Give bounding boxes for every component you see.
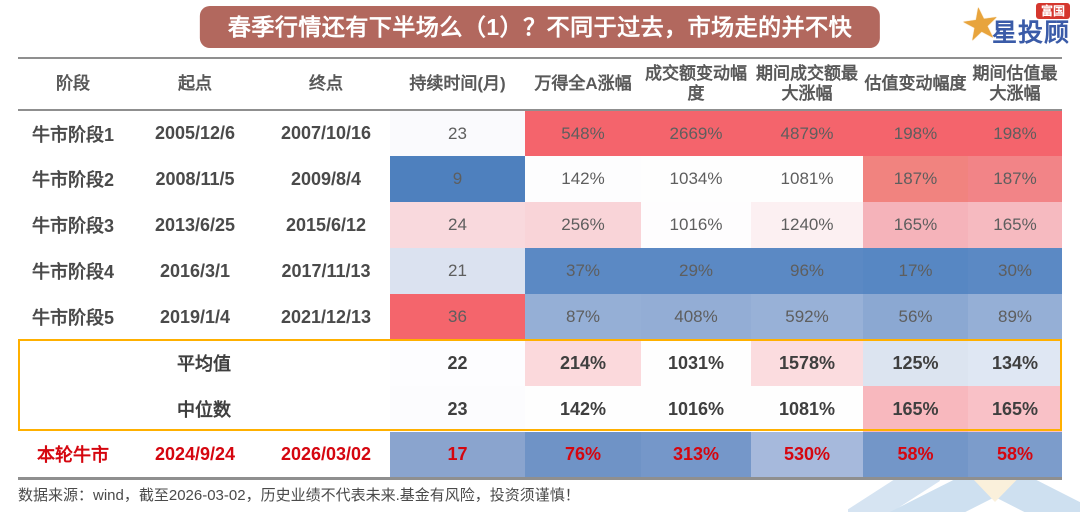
table-cell: 87% (525, 294, 641, 340)
bull-market-table: 阶段 起点 终点 持续时间(月) 万得全A涨幅 成交额变动幅度 期间成交额最大涨… (18, 57, 1062, 480)
table-cell: 37% (525, 248, 641, 294)
table-cell: 中位数 (18, 386, 390, 432)
table-cell: 牛市阶段3 (18, 202, 128, 248)
table-cell: 牛市阶段2 (18, 156, 128, 202)
star-icon: ★ (957, 0, 1004, 52)
table-cell: 125% (863, 340, 968, 386)
col-header-end: 终点 (262, 57, 390, 111)
col-header-stage: 阶段 (18, 57, 128, 111)
table-cell: 1034% (641, 156, 751, 202)
brand-name-label: 星投顾 (991, 19, 1070, 47)
table-cell: 58% (968, 432, 1062, 480)
table-row: 牛市阶段3 2013/6/25 2015/6/12 24 256% 1016% 1240% 1… (18, 202, 1062, 248)
table-cell: 平均值 (18, 340, 390, 386)
table-cell: 2021/12/13 (262, 294, 390, 340)
table-cell: 1016% (641, 386, 751, 432)
table-cell: 2017/11/13 (262, 248, 390, 294)
table-cell: 1578% (751, 340, 863, 386)
table-cell: 142% (525, 386, 641, 432)
table-cell: 9 (390, 156, 525, 202)
table-cell: 165% (863, 202, 968, 248)
table-cell: 30% (968, 248, 1062, 294)
table-cell: 21 (390, 248, 525, 294)
table-cell: 2669% (641, 110, 751, 156)
bull-market-table-wrap: 阶段 起点 终点 持续时间(月) 万得全A涨幅 成交额变动幅度 期间成交额最大涨… (18, 57, 1062, 480)
table-cell: 530% (751, 432, 863, 480)
table-cell: 187% (863, 156, 968, 202)
table-cell: 2005/12/6 (128, 110, 262, 156)
table-cell: 2008/11/5 (128, 156, 262, 202)
table-cell: 313% (641, 432, 751, 480)
brand-logo: ★ 富国 星投顾 (957, 0, 1070, 52)
col-header-duration: 持续时间(月) (390, 57, 525, 111)
table-cell: 1081% (751, 156, 863, 202)
table-cell: 89% (968, 294, 1062, 340)
table-cell: 牛市阶段5 (18, 294, 128, 340)
table-cell: 22 (390, 340, 525, 386)
table-cell: 2026/03/02 (262, 432, 390, 480)
table-cell: 76% (525, 432, 641, 480)
table-cell: 142% (525, 156, 641, 202)
table-cell: 29% (641, 248, 751, 294)
table-row: 平均值 22 214% 1031% 1578% 125% 134% (18, 340, 1062, 386)
table-body: 牛市阶段1 2005/12/6 2007/10/16 23 548% 2669% 4879%… (18, 110, 1062, 480)
table-cell: 23 (390, 386, 525, 432)
table-cell: 165% (968, 202, 1062, 248)
table-row: 中位数 23 142% 1016% 1081% 165% 165% (18, 386, 1062, 432)
table-cell: 165% (863, 386, 968, 432)
table-row: 牛市阶段2 2008/11/5 2009/8/4 9 142% 1034% 1081% 187… (18, 156, 1062, 202)
table-row: 牛市阶段5 2019/1/4 2021/12/13 36 87% 408% 592% 56% 8… (18, 294, 1062, 340)
table-cell: 24 (390, 202, 525, 248)
table-cell: 2007/10/16 (262, 110, 390, 156)
table-cell: 2009/8/4 (262, 156, 390, 202)
table-cell: 牛市阶段1 (18, 110, 128, 156)
table-cell: 56% (863, 294, 968, 340)
table-cell: 592% (751, 294, 863, 340)
table-cell: 1240% (751, 202, 863, 248)
table-cell: 36 (390, 294, 525, 340)
table-cell: 23 (390, 110, 525, 156)
table-header-row: 阶段 起点 终点 持续时间(月) 万得全A涨幅 成交额变动幅度 期间成交额最大涨… (18, 57, 1062, 111)
table-cell: 本轮牛市 (18, 432, 128, 480)
table-cell: 165% (968, 386, 1062, 432)
table-cell: 548% (525, 110, 641, 156)
brand-chip-label: 富国 (1035, 3, 1070, 19)
table-cell: 408% (641, 294, 751, 340)
table-cell: 2024/9/24 (128, 432, 262, 480)
table-cell: 2015/6/12 (262, 202, 390, 248)
table-cell: 2019/1/4 (128, 294, 262, 340)
col-header-valuation-change: 估值变动幅度 (863, 57, 968, 111)
table-cell: 17% (863, 248, 968, 294)
col-header-start: 起点 (128, 57, 262, 111)
table-cell: 198% (968, 110, 1062, 156)
table-cell: 214% (525, 340, 641, 386)
table-cell: 256% (525, 202, 641, 248)
col-header-turnover-change: 成交额变动幅度 (641, 57, 751, 111)
table-row: 牛市阶段4 2016/3/1 2017/11/13 21 37% 29% 96% 17% 30% (18, 248, 1062, 294)
table-cell: 牛市阶段4 (18, 248, 128, 294)
table-cell: 17 (390, 432, 525, 480)
table-cell: 1016% (641, 202, 751, 248)
table-cell: 4879% (751, 110, 863, 156)
table-cell: 96% (751, 248, 863, 294)
table-cell: 198% (863, 110, 968, 156)
table-row: 本轮牛市 2024/9/24 2026/03/02 17 76% 313% 530% 58% 5… (18, 432, 1062, 480)
page-title: 春季行情还有下半场么（1）？不同于过去，市场走的并不快 (199, 6, 881, 48)
data-source-disclaimer: 数据来源：wind，截至2026-03-02，历史业绩不代表未来.基金有风险，投… (18, 487, 580, 504)
col-header-valuation-max-gain: 期间估值最大涨幅 (968, 57, 1062, 111)
table-cell: 2016/3/1 (128, 248, 262, 294)
table-cell: 1081% (751, 386, 863, 432)
table-cell: 134% (968, 340, 1062, 386)
table-cell: 187% (968, 156, 1062, 202)
table-row: 牛市阶段1 2005/12/6 2007/10/16 23 548% 2669% 4879%… (18, 110, 1062, 156)
col-header-wind-a-gain: 万得全A涨幅 (525, 57, 641, 111)
col-header-turnover-max-gain: 期间成交额最大涨幅 (751, 57, 863, 111)
table-cell: 58% (863, 432, 968, 480)
table-cell: 1031% (641, 340, 751, 386)
table-cell: 2013/6/25 (128, 202, 262, 248)
